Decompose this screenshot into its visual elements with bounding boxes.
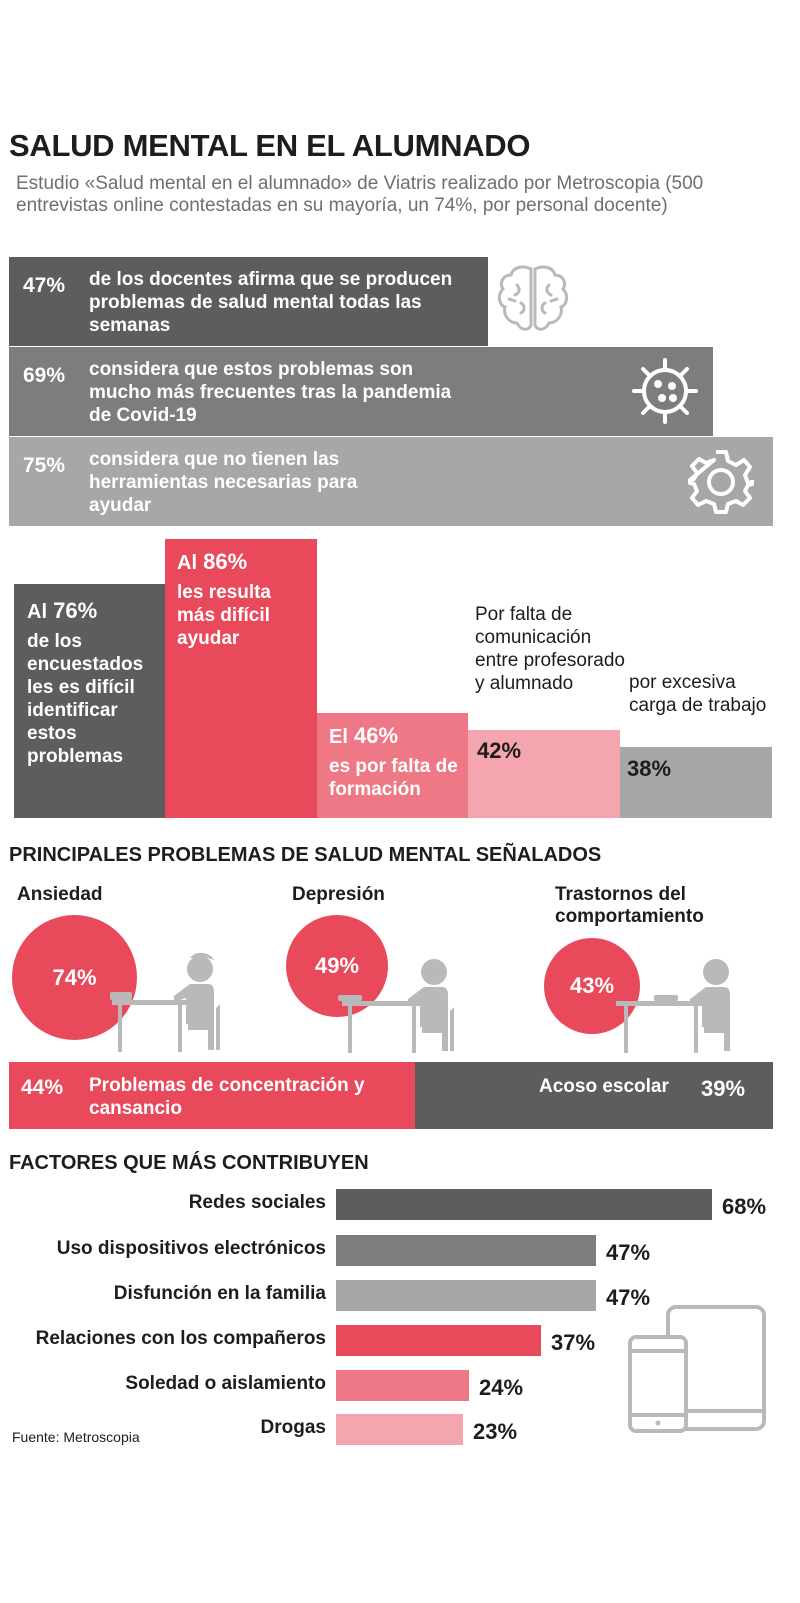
band-pct: 44% (21, 1076, 64, 1099)
devices-icon (628, 1305, 766, 1433)
stat-band-tools: 75% considera que no tienen las herramie… (9, 437, 773, 526)
concentration-band: 44% Problemas de concentración y cansanc… (9, 1062, 415, 1129)
bar-value-label: 38% (627, 756, 672, 781)
student-at-desk-icon (338, 959, 454, 1053)
stat-pct: 75% (23, 454, 66, 477)
problem-circle: 74% (12, 915, 137, 1040)
factor-bar (336, 1189, 712, 1220)
problem-circle: 49% (286, 915, 388, 1017)
factor-value-label: 23% (473, 1419, 518, 1444)
band-label: Acoso escolar (539, 1076, 669, 1097)
student-at-desk-icon (616, 959, 730, 1053)
difficulty-bar-communication (468, 730, 620, 818)
factor-label: Drogas (260, 1417, 326, 1438)
factor-label: Uso dispositivos electrónicos (56, 1238, 326, 1259)
factor-label: Disfunción en la familia (113, 1283, 326, 1304)
factor-bar (336, 1414, 463, 1445)
bar-value-label: Al 86% (177, 549, 248, 574)
difficulty-bar-identify: Al 76% de los encuestados les es difícil… (14, 584, 165, 818)
bar-value-label: Al 76% (27, 598, 98, 623)
dual-problem-band: 44% Problemas de concentración y cansanc… (9, 1062, 773, 1129)
band-pct: 39% (701, 1076, 746, 1101)
stat-text: de los docentes afirma que se producen p… (89, 269, 453, 336)
factor-value-label: 47% (606, 1285, 651, 1310)
problem-label: Ansiedad (17, 884, 103, 905)
bar-value-label: El 46% (329, 723, 399, 748)
band-label: Problemas de concentración y cansancio (89, 1075, 365, 1119)
problem-label: Depresión (292, 884, 385, 905)
factor-value-label: 37% (551, 1330, 596, 1355)
student-at-desk-icon (110, 952, 220, 1052)
stat-band-covid: 69% considera que estos problemas son mu… (9, 347, 713, 436)
factor-label: Redes sociales (188, 1192, 326, 1213)
bar-text: les resulta más difícil ayudar (177, 582, 271, 649)
stat-band-weekly: 47% de los docentes afirma que se produc… (9, 257, 488, 346)
bullying-band: Acoso escolar 39% (415, 1062, 773, 1129)
factor-value-label: 68% (722, 1194, 767, 1219)
virus-icon (628, 354, 702, 428)
factor-label: Relaciones con los compañeros (35, 1328, 326, 1349)
factor-bar (336, 1325, 541, 1356)
problem-label: Trastornos del comportamiento (555, 884, 704, 927)
factor-value-label: 24% (479, 1375, 524, 1400)
gear-icon (686, 447, 756, 517)
stat-text: considera que estos problemas son mucho … (89, 359, 452, 426)
factor-bar (336, 1235, 596, 1266)
stat-pct: 47% (23, 274, 66, 297)
factor-label: Soledad o aislamiento (125, 1373, 326, 1394)
bar-text: de los encuestados les es difícil identi… (27, 631, 144, 767)
bar-category-label: Por falta de comunicación entre profesor… (475, 604, 625, 694)
difficulty-bar-workload (620, 747, 772, 818)
stat-text: considera que no tienen las herramientas… (89, 449, 358, 516)
brain-icon (495, 263, 571, 335)
factors-heading: FACTORES QUE MÁS CONTRIBUYEN (9, 1152, 369, 1174)
bar-category-label: por excesiva carga de trabajo (629, 672, 767, 716)
factor-bar (336, 1280, 596, 1311)
bar-text: es por falta de formación (329, 756, 458, 800)
page-title: SALUD MENTAL EN EL ALUMNADO (9, 128, 531, 163)
difficulty-bar-help: Al 86% les resulta más difícil ayudar (165, 539, 317, 818)
difficulty-bar-training: El 46% es por falta de formación (317, 713, 468, 818)
factor-bar (336, 1370, 469, 1401)
page-subtitle: Estudio «Salud mental en el alumnado» de… (16, 173, 704, 216)
source-note: Fuente: Metroscopia (12, 1429, 140, 1445)
stat-pct: 69% (23, 364, 66, 387)
factor-value-label: 47% (606, 1240, 651, 1265)
problems-heading: PRINCIPALES PROBLEMAS DE SALUD MENTAL SE… (9, 844, 602, 866)
bar-value-label: 42% (477, 738, 522, 763)
